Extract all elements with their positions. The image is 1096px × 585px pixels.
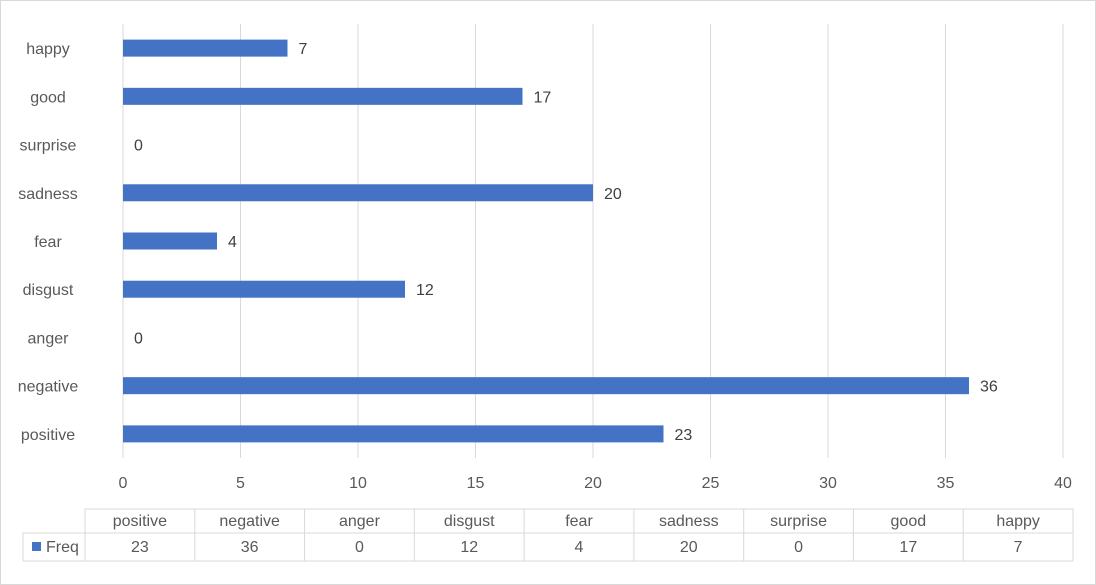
- table-header-cell: good: [891, 513, 927, 530]
- data-label: 20: [604, 186, 622, 203]
- category-label: sadness: [18, 186, 78, 203]
- category-label: anger: [28, 330, 70, 347]
- table-value-cell: 23: [131, 539, 149, 556]
- bar: [123, 232, 217, 250]
- table-header-cell: fear: [565, 513, 593, 530]
- x-tick-label: 5: [236, 475, 245, 492]
- x-tick-label: 20: [584, 475, 602, 492]
- table-value-cell: 0: [794, 539, 803, 556]
- bar: [123, 184, 593, 202]
- table-value-cell: 17: [899, 539, 917, 556]
- table-value-cell: 4: [575, 539, 584, 556]
- table-value-cell: 36: [241, 539, 259, 556]
- table-value-cell: 7: [1014, 539, 1023, 556]
- x-tick-label: 10: [349, 475, 367, 492]
- table-header-cell: negative: [219, 513, 280, 530]
- table-value-cell: 20: [680, 539, 698, 556]
- table-value-cell: 12: [460, 539, 478, 556]
- category-label: fear: [34, 234, 62, 251]
- table-header-cell: surprise: [770, 513, 827, 530]
- legend-label: Freq: [46, 539, 79, 556]
- category-label: negative: [18, 379, 79, 396]
- category-label: positive: [21, 427, 75, 444]
- data-label: 7: [299, 41, 308, 58]
- category-label: surprise: [20, 138, 77, 155]
- bar: [123, 39, 288, 57]
- bar: [123, 87, 523, 105]
- table-header-cell: sadness: [659, 513, 719, 530]
- bar: [123, 280, 405, 298]
- legend-key: [32, 542, 41, 551]
- table-header-cell: disgust: [444, 513, 495, 530]
- table-header-cell: positive: [113, 513, 167, 530]
- bar: [123, 377, 969, 395]
- table-header-cell: happy: [996, 513, 1040, 530]
- data-label: 36: [980, 379, 998, 396]
- bar: [123, 425, 664, 443]
- table-value-cell: 0: [355, 539, 364, 556]
- category-label: good: [30, 89, 66, 106]
- x-tick-label: 40: [1054, 475, 1072, 492]
- x-tick-label: 35: [937, 475, 955, 492]
- x-tick-label: 0: [119, 475, 128, 492]
- table-header-cell: anger: [339, 513, 381, 530]
- data-label: 4: [228, 234, 237, 251]
- data-label: 0: [134, 138, 143, 155]
- x-tick-label: 30: [819, 475, 837, 492]
- data-label: 17: [534, 89, 552, 106]
- data-label: 23: [675, 427, 693, 444]
- data-label: 12: [416, 282, 434, 299]
- x-tick-label: 25: [702, 475, 720, 492]
- category-label: disgust: [23, 282, 74, 299]
- data-label: 0: [134, 330, 143, 347]
- x-tick-label: 15: [467, 475, 485, 492]
- category-label: happy: [26, 41, 70, 58]
